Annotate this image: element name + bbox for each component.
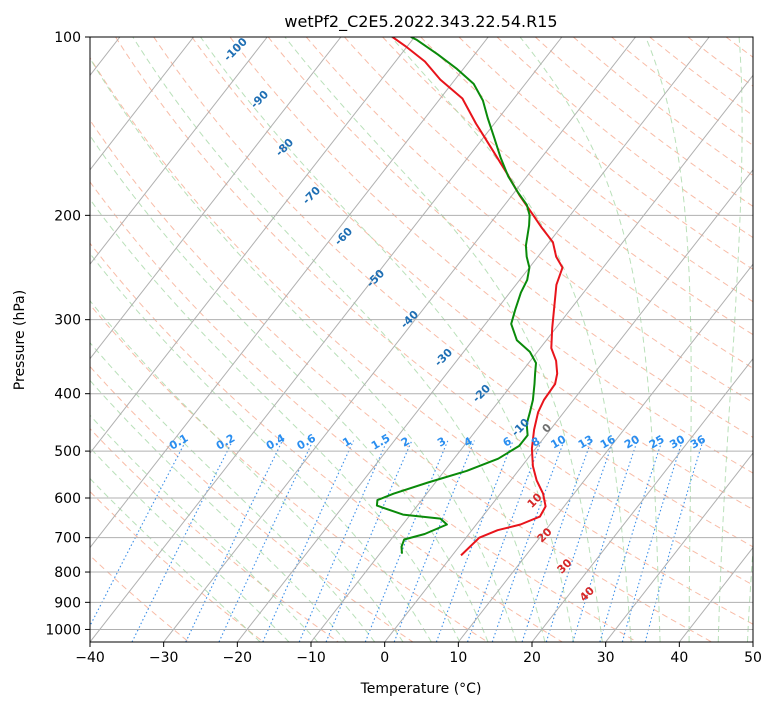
- dry-adiabat-line: [496, 37, 753, 239]
- moist-adiabat-line: [90, 198, 461, 642]
- isotherm-line: [531, 357, 753, 642]
- y-tick-label: 100: [54, 30, 81, 46]
- moist-adiabat-line: [132, 37, 546, 642]
- isotherm-line: [90, 37, 268, 266]
- dry-adiabat-line: [229, 37, 753, 474]
- moist-adiabat-line: [90, 414, 319, 642]
- y-tick-label: 300: [54, 313, 81, 329]
- isotherm-line: [310, 74, 753, 642]
- y-axis-ticks: 100 200 300 400 500 600 700 800 900 1000: [45, 30, 90, 638]
- isotherm-line: [90, 37, 342, 360]
- moist-adiabat-line: [90, 477, 261, 642]
- mixing-ratio-line: [491, 440, 565, 642]
- moist-adiabat-line: [200, 37, 575, 642]
- dry-adiabat-line: [267, 37, 753, 438]
- x-tick-label: 20: [523, 650, 541, 666]
- x-tick-label: 30: [597, 650, 615, 666]
- mixing-ratio-line: [572, 440, 638, 642]
- isotherm-line: [90, 37, 563, 642]
- mixing-ratio-line: [131, 440, 234, 642]
- dry-adiabat-line: [90, 365, 414, 642]
- plot-area: [90, 37, 753, 642]
- isotherm-line: [90, 37, 415, 454]
- dry-adiabat-line: [90, 304, 488, 642]
- dry-adiabat-line: [115, 37, 753, 586]
- mixing-ratio-line: [466, 440, 543, 642]
- x-tick-label: 50: [744, 650, 762, 666]
- sounding-profiles: [375, 37, 564, 557]
- isotherm-line: [236, 37, 710, 642]
- plot-frame: [89, 36, 754, 643]
- temperature-profile-line: [391, 37, 564, 557]
- moist-adiabat-line: [90, 379, 347, 642]
- dry-adiabat-line: [90, 56, 753, 625]
- dry-adiabat-line: [305, 37, 753, 404]
- x-axis-ticks: −40 −30 −20 −10 0 10 20 30 40 50: [75, 642, 762, 666]
- mixing-ratio-line: [621, 440, 683, 642]
- isotherm-line: [90, 37, 194, 171]
- x-tick-label: −10: [296, 650, 326, 666]
- moist-adiabat-line: [390, 37, 632, 642]
- isotherm-line: [605, 452, 753, 642]
- dry-adiabat-line: [573, 37, 753, 177]
- dry-adiabat-line: [344, 37, 753, 369]
- isotherm-line: [90, 37, 489, 549]
- dry-adiabat-line: [90, 490, 264, 642]
- y-tick-label: 1000: [45, 622, 81, 638]
- mixing-ratio-lines: [90, 440, 704, 642]
- dry-adiabat-line: [90, 242, 563, 642]
- x-tick-label: −40: [75, 650, 105, 666]
- moist-adiabat-line: [284, 37, 603, 642]
- x-tick-label: −30: [149, 650, 179, 666]
- chart-title: wetPf2_C2E5.2022.343.22.54.R15: [284, 12, 557, 32]
- y-tick-label: 600: [54, 491, 81, 507]
- mixing-ratio-line: [325, 440, 413, 642]
- dry-adiabat-line: [153, 37, 753, 548]
- moist-adiabat-line: [90, 447, 290, 642]
- x-tick-label: 40: [670, 650, 688, 666]
- moist-adiabat-line: [747, 543, 753, 642]
- moist-adiabat-line: [90, 341, 376, 642]
- dry-adiabat-line: [382, 37, 753, 336]
- y-tick-label: 200: [54, 208, 81, 224]
- mixing-ratio-line: [298, 440, 388, 642]
- moist-adiabat-line: [90, 134, 489, 642]
- y-tick-label: 500: [54, 444, 81, 460]
- moist-adiabats: [90, 37, 753, 642]
- y-tick-label: 700: [54, 531, 81, 547]
- y-tick-label: 900: [54, 595, 81, 611]
- dewpoint-profile-line: [375, 37, 537, 554]
- y-axis-label: Pressure (hPa): [12, 290, 28, 390]
- moist-adiabat-line: [645, 37, 692, 642]
- moist-adiabat-line: [90, 252, 432, 642]
- isotherm-line: [384, 168, 753, 642]
- mixing-ratio-line: [262, 440, 355, 642]
- isobars: [90, 37, 753, 630]
- y-tick-label: 400: [54, 387, 81, 403]
- isotherm-line: [163, 37, 636, 642]
- moist-adiabat-line: [717, 37, 743, 642]
- moist-adiabat-line: [519, 37, 661, 642]
- dry-adiabat-line: [458, 37, 753, 270]
- x-tick-label: 0: [380, 650, 389, 666]
- x-axis-label: Temperature (°C): [360, 681, 482, 697]
- y-tick-label: 800: [54, 565, 81, 581]
- isotherms: [90, 37, 753, 642]
- mixing-ratio-line: [644, 440, 704, 642]
- isotherm-line: [457, 263, 753, 642]
- x-tick-label: 10: [449, 650, 467, 666]
- x-tick-label: −20: [223, 650, 253, 666]
- mixing-ratio-line: [599, 440, 663, 642]
